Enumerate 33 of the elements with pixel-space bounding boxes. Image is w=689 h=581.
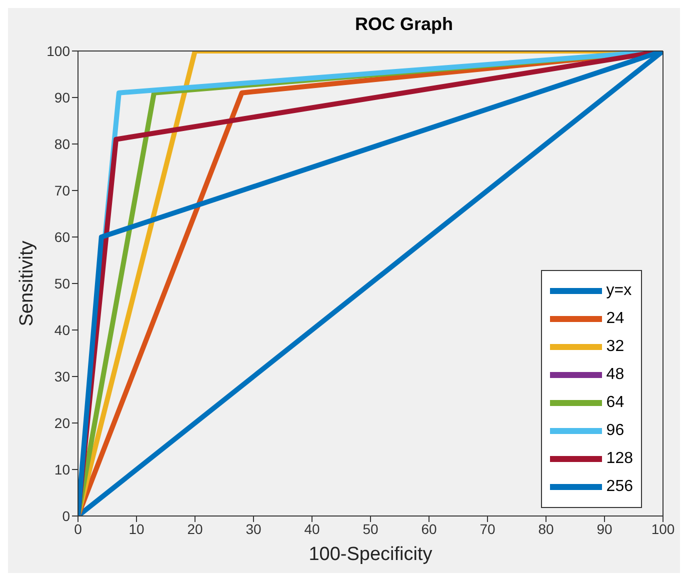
x-tick-label: 20 — [187, 520, 203, 537]
x-tick-label: 90 — [596, 520, 612, 537]
x-axis-title: 100-Specificity — [308, 544, 433, 565]
y-tick-label: 60 — [54, 228, 70, 245]
x-tick-label: 80 — [538, 520, 554, 537]
x-tick-label: 40 — [304, 520, 320, 537]
legend-label: 256 — [606, 478, 633, 496]
y-tick-label: 10 — [54, 461, 70, 478]
x-tick-label: 60 — [421, 520, 437, 537]
legend-label: 24 — [606, 310, 624, 328]
legend-label: 96 — [606, 422, 624, 440]
y-axis-title: Sensitivity — [16, 240, 38, 326]
legend-label: 128 — [606, 450, 633, 468]
legend-label: 48 — [606, 366, 624, 384]
y-tick-label: 30 — [54, 368, 70, 384]
legend-label: 64 — [606, 394, 624, 412]
y-tick-label: 40 — [54, 322, 70, 338]
y-tick-label: 20 — [54, 414, 70, 431]
chart-title: ROC Graph — [354, 14, 454, 35]
y-tick-label: 70 — [54, 182, 70, 198]
x-tick-label: 100 — [651, 520, 675, 537]
x-tick-label: 70 — [480, 520, 496, 537]
x-tick-label: 30 — [246, 520, 262, 537]
legend-label: y=x — [606, 282, 632, 300]
y-tick-label: 90 — [54, 89, 70, 106]
y-tick-label: 80 — [54, 136, 70, 152]
y-tick-label: 0 — [62, 508, 70, 524]
x-tick-label: 50 — [362, 520, 378, 537]
y-tick-label: 100 — [46, 42, 70, 59]
x-tick-label: 0 — [74, 520, 82, 537]
x-tick-label: 10 — [128, 520, 144, 537]
legend-label: 32 — [606, 338, 624, 356]
y-tick-label: 50 — [54, 275, 70, 292]
